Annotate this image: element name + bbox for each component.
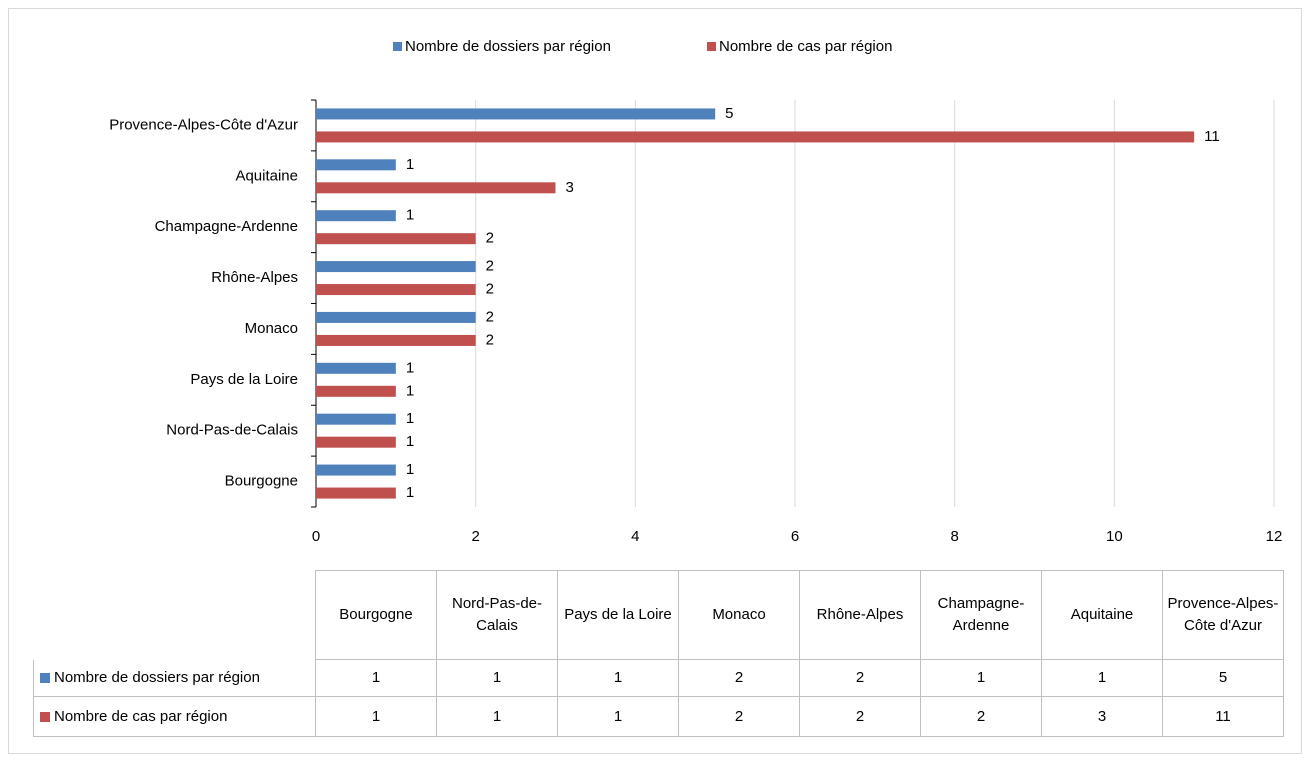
table-value: 1 xyxy=(921,660,1042,697)
bar xyxy=(316,131,1195,143)
bar xyxy=(316,487,396,499)
data-label: 2 xyxy=(486,331,494,348)
table-header: Nord-Pas-de-Calais xyxy=(437,570,558,660)
table-corner xyxy=(33,570,316,660)
data-label: 1 xyxy=(406,156,414,173)
x-tick-label: 12 xyxy=(1266,528,1283,545)
data-label: 1 xyxy=(406,359,414,376)
data-label: 2 xyxy=(486,308,494,325)
bar xyxy=(316,436,396,448)
bar xyxy=(316,311,476,323)
table-header: Pays de la Loire xyxy=(558,570,679,660)
x-tick-label: 2 xyxy=(471,528,479,545)
table-header: Bourgogne xyxy=(316,570,437,660)
legend-swatch xyxy=(707,42,716,51)
bar xyxy=(316,159,396,171)
data-label: 2 xyxy=(486,281,494,298)
y-tick-label: Aquitaine xyxy=(235,167,298,184)
data-label: 1 xyxy=(406,461,414,478)
table-value: 1 xyxy=(1042,660,1163,697)
table-value: 5 xyxy=(1163,660,1284,697)
table-value: 1 xyxy=(558,697,679,737)
bar xyxy=(316,261,476,273)
table-value: 3 xyxy=(1042,697,1163,737)
table-value: 1 xyxy=(437,660,558,697)
table-value: 1 xyxy=(558,660,679,697)
table-value: 1 xyxy=(316,697,437,737)
bar xyxy=(316,233,476,245)
table-row-header: Nombre de dossiers par région xyxy=(33,660,316,697)
x-tick-label: 6 xyxy=(791,528,799,545)
x-tick-label: 4 xyxy=(631,528,639,545)
table-legend-key xyxy=(40,673,50,683)
table-row-label: Nombre de dossiers par région xyxy=(54,669,260,686)
x-tick-label: 8 xyxy=(950,528,958,545)
x-tick-label: 0 xyxy=(312,528,320,545)
data-label: 1 xyxy=(406,410,414,427)
table-value: 2 xyxy=(800,660,921,697)
y-tick-label: Provence-Alpes-Côte d'Azur xyxy=(109,116,298,133)
bar xyxy=(316,334,476,346)
y-tick-label: Pays de la Loire xyxy=(190,371,298,388)
table-row-label: Nombre de cas par région xyxy=(54,707,228,725)
bar xyxy=(316,362,396,374)
data-label: 3 xyxy=(566,179,574,196)
bar xyxy=(316,210,396,222)
y-tick-label: Nord-Pas-de-Calais xyxy=(166,422,298,439)
table-value: 1 xyxy=(316,660,437,697)
bar xyxy=(316,413,396,425)
data-label: 5 xyxy=(725,105,733,122)
data-label: 1 xyxy=(406,207,414,224)
table-header: Rhône-Alpes xyxy=(800,570,921,660)
data-label: 2 xyxy=(486,230,494,247)
table-header: Monaco xyxy=(679,570,800,660)
chart-border xyxy=(8,8,1302,754)
table-row-header: Nombre de cas par région xyxy=(33,697,316,737)
data-label: 2 xyxy=(486,258,494,275)
y-tick-label: Rhône-Alpes xyxy=(211,269,298,286)
table-legend-key xyxy=(40,711,50,722)
y-tick-label: Champagne-Ardenne xyxy=(155,218,298,235)
bar xyxy=(316,385,396,397)
table-header: Provence-Alpes-Côte d'Azur xyxy=(1163,570,1284,660)
y-tick-label: Monaco xyxy=(245,320,298,337)
table-value: 2 xyxy=(800,697,921,737)
table-header: Aquitaine xyxy=(1042,570,1163,660)
table-value: 1 xyxy=(437,697,558,737)
table-value: 2 xyxy=(679,660,800,697)
table-value: 11 xyxy=(1163,697,1284,737)
data-label: 11 xyxy=(1204,128,1220,145)
bar xyxy=(316,108,716,120)
legend-swatch xyxy=(393,42,402,51)
data-label: 1 xyxy=(406,484,414,501)
data-label: 1 xyxy=(406,382,414,399)
legend-label: Nombre de cas par région xyxy=(719,38,892,55)
bar xyxy=(316,464,396,476)
bar xyxy=(316,182,556,194)
data-label: 1 xyxy=(406,433,414,450)
table-value: 2 xyxy=(921,697,1042,737)
y-tick-label: Bourgogne xyxy=(225,473,298,490)
data-table: Bourgogne Nord-Pas-de-Calais Pays de la Lo… xyxy=(33,570,1284,737)
table-value: 2 xyxy=(679,697,800,737)
bar xyxy=(316,284,476,296)
legend-label: Nombre de dossiers par région xyxy=(405,38,611,55)
x-tick-label: 10 xyxy=(1106,528,1123,545)
table-header: Champagne-Ardenne xyxy=(921,570,1042,660)
